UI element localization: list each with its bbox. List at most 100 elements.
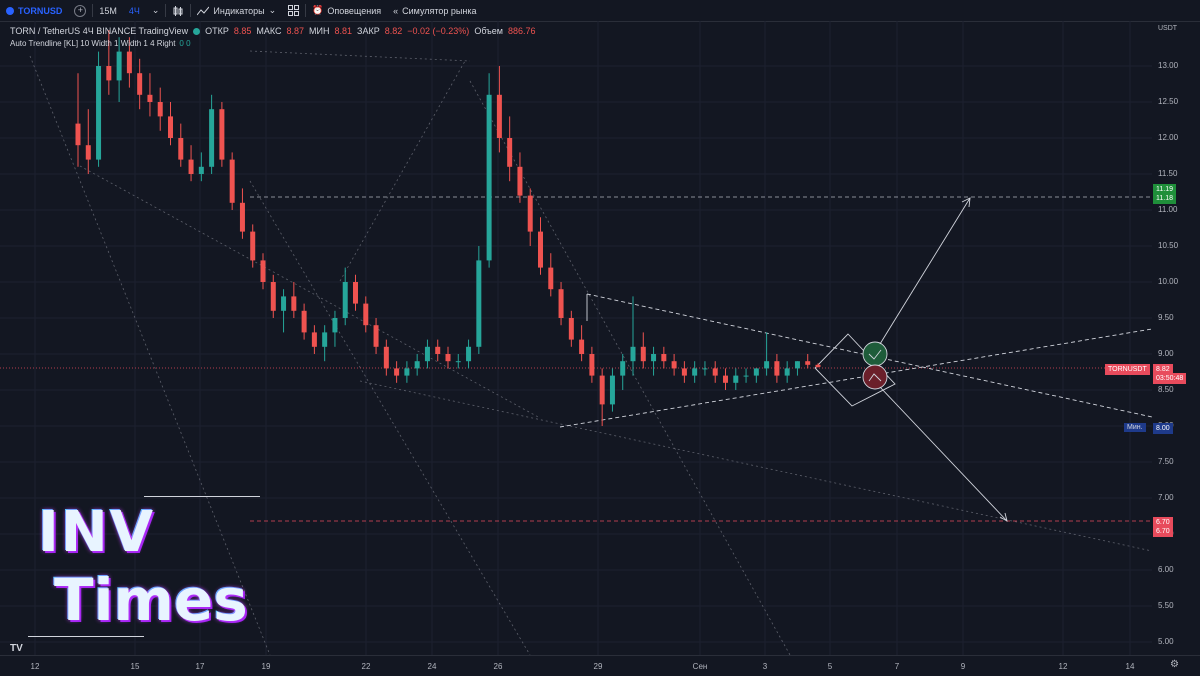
- auto-trendline[interactable]: [249, 50, 471, 62]
- candle[interactable]: [743, 368, 749, 383]
- candle[interactable]: [188, 145, 194, 182]
- candle[interactable]: [96, 51, 102, 167]
- candle[interactable]: [147, 73, 153, 117]
- timeframe-dropdown-button[interactable]: ⌄: [146, 0, 166, 21]
- candle[interactable]: [476, 246, 482, 354]
- compare-button[interactable]: +: [68, 0, 92, 21]
- candle[interactable]: [579, 325, 585, 362]
- candle[interactable]: [589, 346, 595, 383]
- candle[interactable]: [383, 339, 389, 376]
- auto-trendline[interactable]: [79, 165, 541, 419]
- candle[interactable]: [198, 152, 204, 182]
- candle[interactable]: [353, 274, 358, 311]
- candle[interactable]: [507, 116, 513, 182]
- candle[interactable]: [332, 310, 338, 347]
- candle[interactable]: [168, 102, 173, 146]
- bearish-arrow[interactable]: [879, 386, 1008, 522]
- candle[interactable]: [805, 354, 811, 369]
- candle[interactable]: [455, 354, 461, 369]
- candle[interactable]: [702, 361, 708, 376]
- auto-trendline[interactable]: [339, 60, 466, 282]
- candle[interactable]: [291, 282, 297, 318]
- auto-trendline[interactable]: [249, 180, 531, 655]
- candle[interactable]: [651, 346, 657, 376]
- candle[interactable]: [209, 94, 215, 174]
- price-chart[interactable]: [0, 21, 1152, 655]
- auto-trendline[interactable]: [359, 380, 1152, 552]
- candle[interactable]: [764, 332, 770, 376]
- currency-label[interactable]: USDT: [1158, 25, 1178, 32]
- candle[interactable]: [486, 73, 492, 268]
- candle[interactable]: [260, 253, 266, 290]
- candle[interactable]: [671, 354, 677, 376]
- candle[interactable]: [239, 188, 245, 239]
- candle[interactable]: [137, 58, 143, 110]
- candle[interactable]: [126, 37, 132, 88]
- layouts-button[interactable]: [282, 0, 305, 21]
- candle[interactable]: [373, 318, 379, 354]
- candle[interactable]: [394, 361, 400, 383]
- candle[interactable]: [548, 253, 554, 297]
- candle[interactable]: [692, 361, 698, 383]
- candle[interactable]: [784, 361, 790, 383]
- candle[interactable]: [311, 325, 317, 354]
- candle[interactable]: [538, 217, 543, 275]
- candle[interactable]: [363, 296, 369, 333]
- candle[interactable]: [322, 325, 328, 362]
- candle[interactable]: [620, 354, 626, 390]
- candle[interactable]: [106, 30, 112, 95]
- candle[interactable]: [609, 368, 615, 412]
- candle[interactable]: [75, 73, 81, 167]
- candle[interactable]: [424, 339, 430, 369]
- candle[interactable]: [414, 354, 420, 376]
- indicator-label[interactable]: Auto Trendline [KL] 10 Width 1 Width 1 4…: [10, 39, 176, 48]
- timeframe-15m-button[interactable]: 15М: [99, 5, 117, 16]
- trendline-drawings[interactable]: [0, 50, 1152, 655]
- gear-icon[interactable]: ⚙: [1170, 659, 1179, 670]
- candle[interactable]: [178, 123, 184, 167]
- bullish-arrow[interactable]: [879, 197, 971, 345]
- indicators-button[interactable]: Индикаторы ⌄: [191, 0, 282, 21]
- candle[interactable]: [630, 296, 636, 376]
- candle[interactable]: [517, 152, 523, 203]
- candle[interactable]: [301, 303, 307, 340]
- time-axis[interactable]: 12 15 17 19 22 24 26 29 Сен 3 5 7 9 12 14: [0, 655, 1200, 676]
- candle[interactable]: [342, 267, 348, 326]
- bullish-circle[interactable]: [862, 341, 888, 367]
- candle[interactable]: [445, 346, 451, 369]
- candle[interactable]: [753, 368, 759, 383]
- candle[interactable]: [794, 361, 800, 376]
- alerts-button[interactable]: ⏰ Оповещения: [306, 0, 387, 21]
- candle[interactable]: [723, 368, 728, 390]
- candle[interactable]: [733, 368, 739, 390]
- triangle-lower-line[interactable]: [559, 328, 1152, 428]
- tradingview-logo-icon[interactable]: TV: [10, 643, 23, 654]
- candle[interactable]: [435, 339, 441, 362]
- candle[interactable]: [774, 354, 780, 383]
- bearish-circle[interactable]: [862, 364, 888, 390]
- candle[interactable]: [681, 361, 687, 383]
- candle[interactable]: [229, 152, 235, 210]
- timeframe-4h-button[interactable]: 4Ч: [128, 5, 140, 16]
- candle[interactable]: [640, 332, 646, 369]
- candle[interactable]: [404, 361, 410, 383]
- candle[interactable]: [527, 188, 533, 246]
- candle[interactable]: [599, 368, 605, 426]
- candle[interactable]: [219, 102, 225, 167]
- candle[interactable]: [250, 224, 256, 268]
- candle[interactable]: [157, 87, 163, 131]
- candle[interactable]: [661, 346, 667, 369]
- candle[interactable]: [496, 66, 502, 153]
- candle[interactable]: [116, 37, 122, 102]
- price-axis[interactable]: USDT 13.00 12.50 12.00 11.50 11.00 10.50 10.00…: [1152, 21, 1200, 655]
- candle[interactable]: [466, 339, 472, 369]
- candle[interactable]: [270, 274, 276, 318]
- candle[interactable]: [815, 363, 821, 368]
- candle[interactable]: [558, 282, 564, 326]
- candlestick-series[interactable]: [75, 30, 821, 426]
- symbol-search-button[interactable]: TORNUSD: [0, 0, 68, 21]
- chart-type-button[interactable]: [166, 0, 190, 21]
- candle[interactable]: [281, 289, 287, 333]
- replay-button[interactable]: « Симулятор рынка: [387, 0, 482, 21]
- candle[interactable]: [568, 310, 574, 347]
